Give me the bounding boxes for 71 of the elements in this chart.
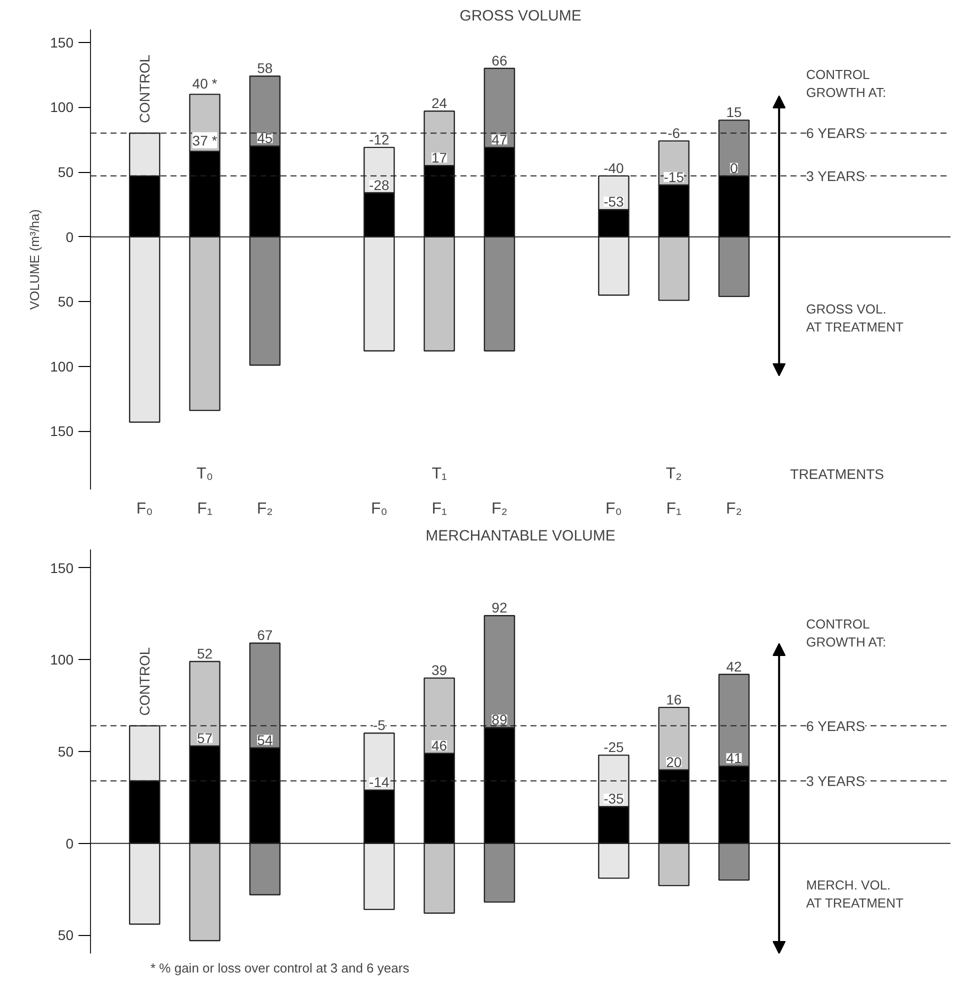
text: CONTROL GROWTH AT:: [806, 66, 886, 100]
annotation: 40 *: [192, 75, 218, 92]
ref-line-label: 3 YEARS: [806, 168, 866, 184]
x-tick-label: F₀: [606, 500, 622, 518]
x-tick-label: F₁: [197, 500, 212, 518]
annotation: -35: [604, 790, 624, 807]
ref-line-label: 3 YEARS: [806, 772, 866, 789]
y-tick-label: 150: [50, 423, 74, 440]
y-tick-label: 0: [66, 835, 74, 852]
annotation: 57: [196, 730, 213, 746]
annotation: T₁: [432, 465, 447, 482]
annotation: 16: [666, 691, 682, 708]
annotation: 20: [666, 754, 682, 770]
y-axis-title: VOLUME (m³/ha): [27, 209, 42, 310]
annotation: CONTROL: [136, 647, 153, 716]
chart-title: MERCHANTABLE VOLUME: [426, 528, 616, 544]
annotation: 89: [492, 712, 508, 728]
annotation: 41: [726, 750, 742, 766]
annotation: 67: [257, 627, 273, 644]
annotation: 17: [432, 150, 448, 166]
annotation: 52: [196, 646, 213, 662]
annotation: -5: [372, 717, 386, 734]
annotation: 66: [492, 52, 508, 68]
y-tick-label: 150: [50, 560, 74, 576]
y-tick-label: 50: [58, 744, 74, 760]
annotation: -12: [369, 131, 390, 148]
x-tick-label: F₂: [256, 500, 273, 518]
annotation: -15: [664, 168, 684, 185]
annotation: 54: [257, 732, 273, 748]
ref-line-label: 6 YEARS: [806, 125, 866, 142]
y-tick-label: 50: [58, 927, 74, 944]
annotation: 92: [492, 600, 508, 616]
x-tick-label: F₀: [370, 500, 388, 518]
annotation: -25: [604, 739, 624, 756]
annotation: -53: [604, 194, 624, 210]
y-tick-label: 50: [58, 294, 74, 310]
annotation: 39: [432, 662, 448, 678]
annotation: -6: [668, 124, 680, 141]
annotation: T₂: [666, 465, 682, 482]
annotation: 24: [432, 95, 448, 112]
x-tick-label: F₀: [136, 500, 153, 518]
y-tick-label: 150: [50, 34, 74, 50]
chart-title: GROSS VOLUME: [460, 8, 582, 24]
annotation: 37 *: [192, 132, 218, 148]
ref-line-label: 6 YEARS: [806, 718, 866, 734]
annotation: 46: [432, 737, 448, 754]
annotation: -28: [369, 176, 390, 193]
y-tick-label: 100: [50, 358, 74, 374]
y-tick-label: 100: [50, 652, 74, 668]
y-tick-label: 50: [58, 164, 74, 180]
annotation: 0: [730, 160, 738, 176]
text: CONTROL GROWTH AT:: [806, 616, 886, 650]
annotation: 47: [492, 131, 508, 148]
annotation: -14: [369, 774, 390, 790]
x-tick-label: F₂: [726, 500, 742, 518]
y-tick-label: 0: [66, 228, 74, 245]
x-tick-label: F₂: [491, 500, 508, 518]
text: MERCH. VOL. AT TREATMENT: [806, 877, 904, 910]
annotation: 42: [726, 658, 742, 674]
text: TREATMENTS: [790, 466, 884, 482]
x-tick-label: F₁: [432, 500, 447, 518]
x-tick-label: F₁: [666, 500, 682, 518]
annotation: T₀: [196, 465, 213, 482]
annotation: 58: [257, 60, 273, 76]
y-tick-label: 100: [50, 99, 74, 116]
text: * % gain or loss over control at 3 and 6 years: [150, 960, 410, 976]
annotation: -40: [604, 160, 624, 176]
annotation: 15: [726, 104, 742, 120]
annotation: CONTROL: [136, 54, 153, 124]
annotation: 45: [257, 130, 273, 146]
text: GROSS VOL. AT TREATMENT: [806, 302, 904, 335]
